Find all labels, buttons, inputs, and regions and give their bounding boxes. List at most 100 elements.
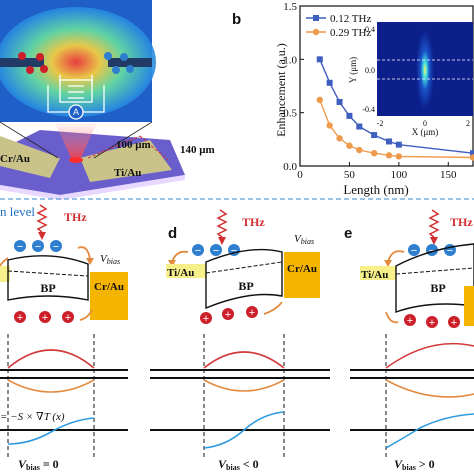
electron — [14, 240, 26, 252]
substrate-edge — [0, 175, 185, 200]
inset-ytick: -0.4 — [362, 105, 375, 114]
panel-e: e THz − − − Ti/Au BP + + + Vbias > 0 — [344, 209, 474, 472]
zoom-line — [0, 121, 59, 159]
potential-curve-d — [203, 411, 285, 449]
arrow-c-right-head — [86, 258, 94, 265]
hole — [14, 311, 26, 323]
field-charge-blue — [104, 52, 112, 60]
vbias-label-d: Vbias — [294, 233, 314, 246]
field-charge-blue — [120, 53, 128, 61]
y-tick-label: 0.5 — [283, 108, 297, 120]
inset-ylabel: Y (μm) — [348, 57, 358, 83]
right-metal-label: Ti/Au — [114, 167, 141, 179]
thz-wave-c — [36, 204, 48, 233]
hole-sign: + — [451, 317, 457, 329]
bp-label-d: BP — [238, 279, 253, 293]
x-axis-label: Length (nm) — [343, 182, 408, 197]
data-point — [326, 122, 333, 129]
panel-c-header: n level — [0, 204, 35, 219]
data-point — [470, 150, 474, 157]
right-electrode-tip — [108, 58, 152, 67]
arrow-e-left — [387, 250, 405, 263]
data-point — [336, 99, 343, 105]
electron-sign: − — [231, 245, 237, 257]
left-metal-label: Cr/Au — [0, 153, 30, 165]
metal-left-e — [360, 266, 396, 280]
temp-curve-e — [385, 342, 474, 369]
ammeter — [68, 104, 84, 120]
arrow-e-hole — [385, 311, 399, 324]
metal-right-d — [284, 252, 320, 298]
hole — [222, 308, 234, 320]
panel-b: b Enhancement (a.u.) Length (nm) 0.0 0.5 1… — [232, 1, 474, 197]
legend-marker — [313, 15, 319, 21]
data-point — [371, 132, 378, 139]
hole-sign: + — [225, 309, 231, 321]
inset-xtick: 2 — [466, 119, 470, 128]
electron — [408, 244, 420, 256]
field-charge-red — [26, 66, 34, 74]
hole — [39, 311, 51, 323]
data-point — [346, 142, 353, 149]
hole — [426, 316, 438, 328]
arrow-c-left — [0, 257, 9, 267]
circuit — [47, 75, 105, 113]
field-charge-red — [40, 65, 48, 73]
data-point — [356, 146, 363, 154]
thz-label-c: THz — [64, 210, 87, 224]
thz-label-d: THz — [242, 215, 265, 229]
hole-sign: + — [203, 313, 209, 325]
density-curve-c — [7, 379, 95, 393]
electron-sign: − — [53, 241, 59, 253]
vbias-bottom-d: Vbias < 0 — [218, 457, 259, 472]
arrow-d-hole — [263, 301, 283, 315]
data-point — [395, 141, 402, 148]
field-charges — [18, 52, 134, 74]
panel-label-b: b — [232, 11, 241, 28]
temp-curve-c — [7, 349, 95, 369]
thz-arrow-d — [218, 237, 226, 245]
hole-sign: + — [407, 315, 413, 327]
band-d — [205, 248, 283, 310]
data-point — [346, 112, 353, 119]
dim-line-140 — [139, 135, 169, 161]
hole — [200, 312, 212, 324]
electron-sign: − — [17, 241, 23, 253]
vbias-bottom-c: Vbias = 0 — [18, 457, 59, 472]
electron — [210, 244, 222, 256]
hole — [404, 314, 416, 326]
panel-d: d THz − − − Vbias Ti/Au BP Cr/Au + + + — [150, 209, 330, 472]
data-point — [469, 154, 474, 161]
electron-sign: − — [411, 245, 417, 257]
thz-beam — [55, 123, 97, 160]
data-point — [336, 135, 343, 142]
hole-sign: + — [249, 307, 255, 319]
metal-left-c — [0, 266, 10, 282]
legend-label: 0.29 THz — [330, 27, 371, 39]
data-point — [316, 96, 323, 104]
bp-label-c: BP — [40, 281, 55, 295]
x-tick-label: 0 — [297, 169, 303, 181]
metal-left-label-d: Ti/Au — [167, 267, 194, 279]
data-point — [316, 56, 323, 63]
panel-c: n level THz − − − Vbias BP Cr/Au + + + — [0, 204, 128, 472]
y-axis-label: Enhancement (a.u.) — [274, 43, 288, 137]
band-e — [395, 243, 474, 313]
band-c — [7, 255, 89, 301]
inset-xtick: 0 — [423, 119, 427, 128]
inset-xlabel: X (μm) — [412, 127, 439, 137]
panel-a: A 100 μm 140 μm Cr/Au Ti/Au — [0, 0, 215, 200]
legend-label: 0.12 THz — [330, 13, 371, 25]
potential-curve-e — [385, 413, 474, 449]
beam-spot — [69, 157, 83, 163]
fermi-e — [395, 267, 474, 275]
metal-left-d — [166, 264, 206, 278]
left-electrode-tip — [0, 58, 44, 67]
inset: Y (μm) 0.4 0.0 -0.4 -2 0 2 X (μm) — [348, 22, 473, 137]
electron-sign: − — [195, 245, 201, 257]
x-tick-label: 100 — [391, 169, 408, 181]
panel-label-d: d — [168, 225, 177, 242]
data-point — [370, 150, 378, 157]
density-curve-d — [203, 379, 285, 392]
